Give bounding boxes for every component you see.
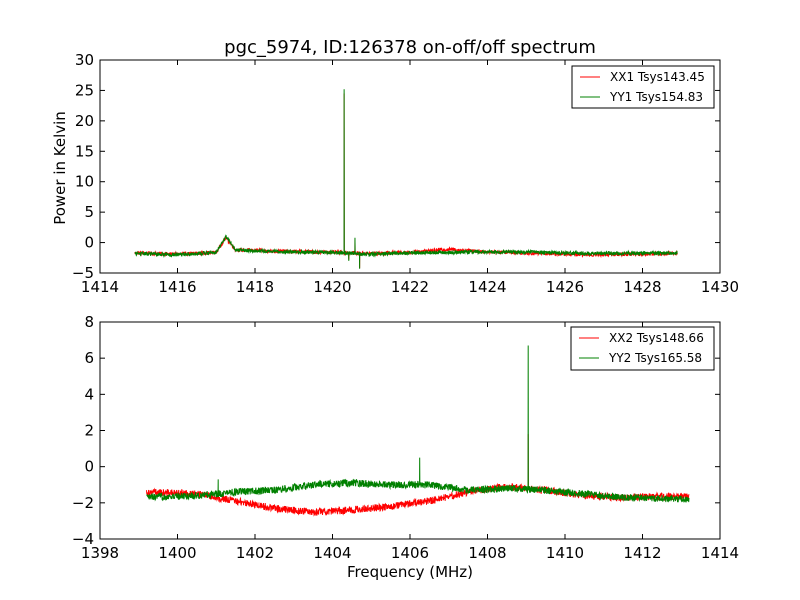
x-tick-label: 1416 bbox=[158, 278, 196, 296]
y-tick-label: 6 bbox=[84, 349, 94, 367]
legend-label: YY1 Tsys154.83 bbox=[609, 90, 703, 104]
y-tick-label: −2 bbox=[72, 494, 94, 512]
x-tick-label: 1420 bbox=[313, 278, 351, 296]
x-tick-label: 1406 bbox=[391, 544, 429, 562]
legend: XX1 Tsys143.45 YY1 Tsys154.83 bbox=[571, 65, 715, 109]
bottom-panel-xlabel: Frequency (MHz) bbox=[347, 563, 473, 581]
series-line-xx2 bbox=[146, 434, 690, 517]
y-tick-label: 2 bbox=[84, 422, 94, 440]
y-tick-label: 15 bbox=[75, 142, 94, 160]
y-tick-label: 10 bbox=[75, 173, 94, 191]
legend-box bbox=[570, 326, 715, 371]
top-panel-title: pgc_5974, ID:126378 on-off/off spectrum bbox=[224, 37, 596, 58]
x-tick-label: 1414 bbox=[701, 544, 739, 562]
x-tick-label: 1398 bbox=[81, 544, 119, 562]
y-tick-label: 4 bbox=[84, 385, 94, 403]
legend-box bbox=[571, 65, 715, 109]
x-tick-label: 1404 bbox=[313, 544, 351, 562]
legend: XX2 Tsys148.66 YY2 Tsys165.58 bbox=[570, 326, 715, 371]
x-tick-label: 1408 bbox=[468, 544, 506, 562]
x-tick-label: 1410 bbox=[546, 544, 584, 562]
top-panel: 1414 1416 1418 1420 1422 1424 1426 1428 1430 −5 0 5… bbox=[72, 51, 739, 296]
y-tick-label: 30 bbox=[75, 51, 94, 69]
y-tick-label: 20 bbox=[75, 112, 94, 130]
y-tick-label: −5 bbox=[72, 264, 94, 282]
x-tick-label: 1414 bbox=[81, 278, 119, 296]
y-tick-label: 25 bbox=[75, 81, 94, 99]
y-tick-label: −4 bbox=[72, 530, 94, 548]
x-tick-label: 1424 bbox=[468, 278, 506, 296]
y-tick-label: 0 bbox=[84, 458, 94, 476]
x-tick-label: 1400 bbox=[158, 544, 196, 562]
x-tick-label: 1402 bbox=[236, 544, 274, 562]
y-tick-label: 0 bbox=[84, 234, 94, 252]
top-panel-ylabel: Power in Kelvin bbox=[51, 111, 69, 225]
series-line-yy1 bbox=[134, 89, 678, 269]
series-line-yy2 bbox=[146, 345, 690, 504]
x-tick-label: 1428 bbox=[623, 278, 661, 296]
x-tick-label: 1418 bbox=[236, 278, 274, 296]
legend-label: XX1 Tsys143.45 bbox=[610, 70, 705, 84]
y-tick-label: 5 bbox=[84, 203, 94, 221]
x-tick-label: 1412 bbox=[623, 544, 661, 562]
x-tick-label: 1422 bbox=[391, 278, 429, 296]
y-tick-label: 8 bbox=[84, 313, 94, 331]
bottom-panel: 1398 1400 1402 1404 1406 1408 1410 1412 1414 −4 −2… bbox=[72, 313, 739, 562]
x-tick-label: 1426 bbox=[546, 278, 584, 296]
x-tick-label: 1430 bbox=[701, 278, 739, 296]
legend-label: XX2 Tsys148.66 bbox=[609, 331, 704, 345]
legend-label: YY2 Tsys165.58 bbox=[608, 351, 702, 365]
